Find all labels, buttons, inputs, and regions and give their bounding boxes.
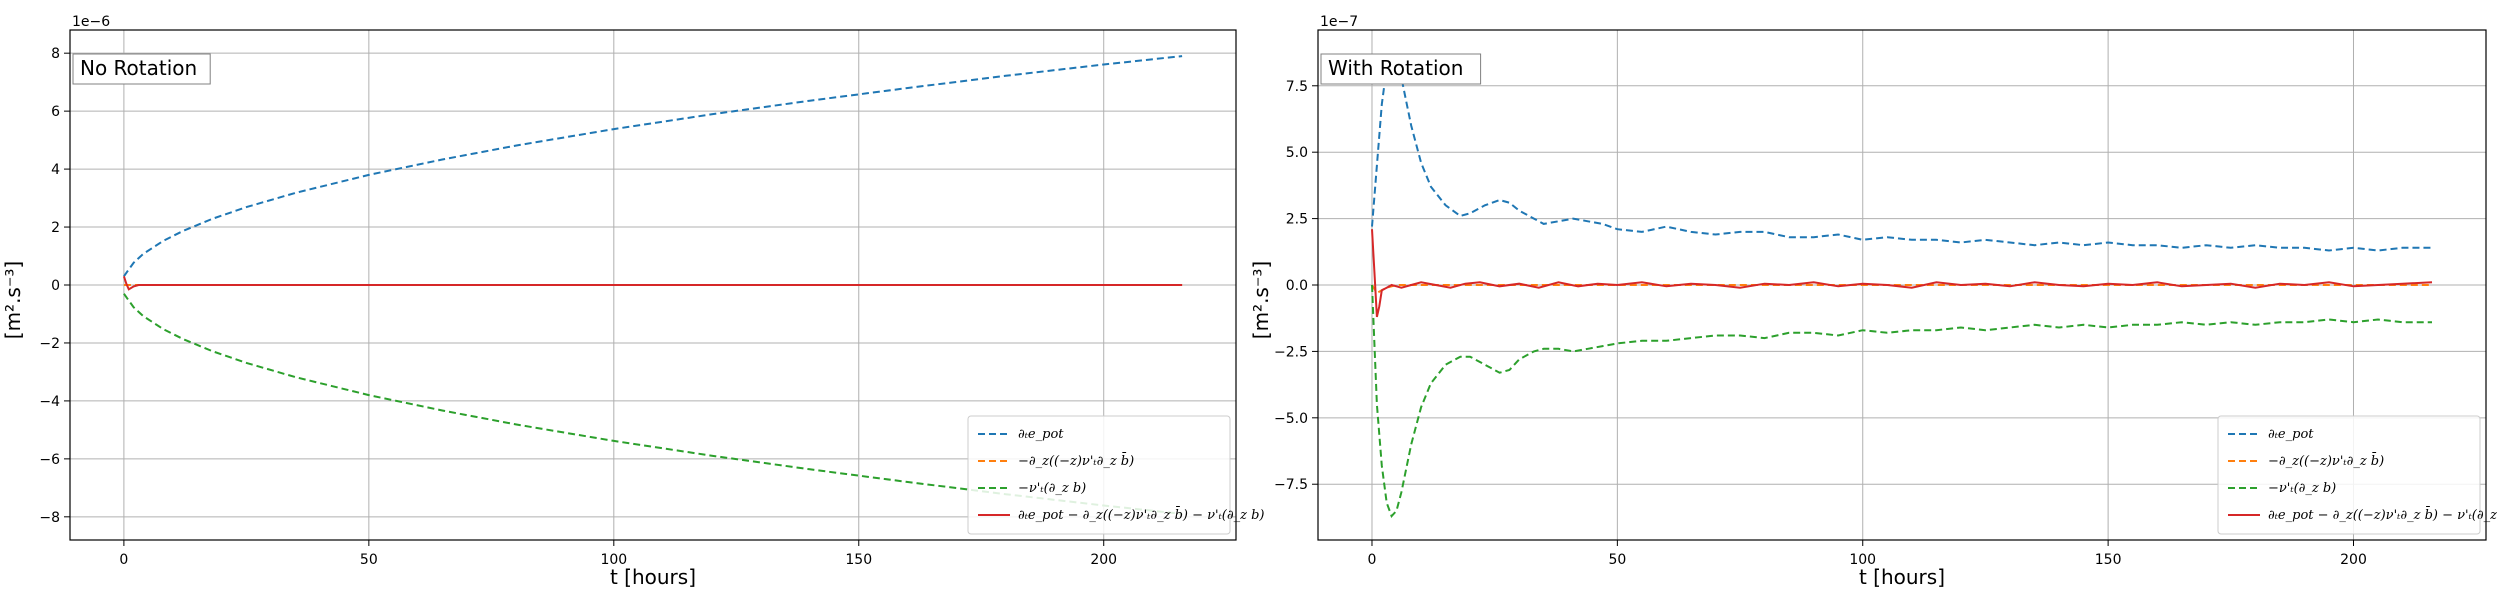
y-tick-label: −7.5 [1274, 477, 1308, 493]
y-offset-label: 1e−7 [1320, 14, 1358, 30]
annotation-frame [1320, 53, 1482, 85]
y-tick-label: 8 [51, 46, 60, 62]
legend-frame [967, 415, 1231, 535]
y-tick-label: −4 [39, 394, 60, 410]
y-tick-label: 0.0 [1286, 278, 1308, 294]
legend-label-1: −∂_z((−z)ν'ₜ∂_z b̄) [1018, 452, 1134, 469]
y-tick-label: 2 [51, 220, 60, 236]
series-line-2 [1371, 284, 2432, 518]
y-tick-label: −2 [39, 336, 60, 352]
series-line-0 [1371, 54, 2432, 252]
y-tick-label: −6 [39, 452, 60, 468]
x-tick-label: 0 [119, 552, 128, 568]
x-tick-label: 200 [2340, 552, 2367, 568]
panel-no-rotation: 0 50 100 150 200 −8 −6 −4 −2 0 2 4 6 8 1e−6 t [hours] [m… [1, 14, 1264, 589]
legend-label-2: −ν'ₜ(∂_z b) [1018, 481, 1086, 496]
x-tick-label: 0 [1368, 552, 1377, 568]
y-tick-label: 0 [51, 278, 60, 294]
legend-label-3: ∂ₜe_pot − ∂_z((−z)ν'ₜ∂_z b̄) − ν'ₜ(∂_z b… [1018, 506, 1264, 523]
y-axis-label: [m².s⁻³] [1, 261, 25, 339]
y-tick-label: 2.5 [1286, 212, 1308, 228]
y-tick-label: −5.0 [1274, 411, 1308, 427]
annotation-frame [72, 53, 211, 85]
series-line-3 [1371, 229, 2433, 318]
x-tick-label: 100 [1849, 552, 1876, 568]
annotation-text: With Rotation [1328, 56, 1463, 80]
series-line-0 [123, 55, 1183, 277]
x-tick-label: 100 [600, 552, 627, 568]
x-tick-label: 50 [360, 552, 378, 568]
series-line-3 [122, 275, 1183, 291]
legend-label-2: −ν'ₜ(∂_z b) [2268, 481, 2336, 496]
x-axis-label: t [hours] [1859, 565, 1945, 589]
x-tick-label: 150 [2095, 552, 2122, 568]
annotation-text: No Rotation [80, 56, 197, 80]
legend: ∂ₜe_pot −∂_z((−z)ν'ₜ∂_z b̄) −ν'ₜ(∂_z b) ∂ₜe… [2217, 415, 2500, 535]
y-tick-label: 4 [51, 162, 60, 178]
x-tick-label: 50 [1608, 552, 1626, 568]
legend: ∂ₜe_pot −∂_z((−z)ν'ₜ∂_z b̄) −ν'ₜ(∂_z b) ∂ₜe… [967, 415, 1264, 535]
legend-label-0: ∂ₜe_pot [2268, 427, 2314, 442]
y-offset-label: 1e−6 [72, 14, 110, 30]
legend-label-0: ∂ₜe_pot [1018, 427, 1064, 442]
legend-label-1: −∂_z((−z)ν'ₜ∂_z b̄) [2268, 452, 2384, 469]
x-axis-label: t [hours] [610, 565, 696, 589]
y-tick-label: −2.5 [1274, 344, 1308, 360]
y-tick-label: 6 [51, 104, 60, 120]
legend-label-3: ∂ₜe_pot − ∂_z((−z)ν'ₜ∂_z b̄) − ν'ₜ(∂_z b… [2268, 506, 2500, 523]
series-line-2 [123, 293, 1183, 515]
annotation-box: With Rotation [1320, 53, 1482, 85]
y-axis-label: [m².s⁻³] [1249, 261, 1273, 339]
x-tick-label: 200 [1090, 552, 1117, 568]
y-tick-label: 5.0 [1286, 145, 1308, 161]
legend-frame [2217, 415, 2481, 535]
y-tick-label: 7.5 [1286, 79, 1308, 95]
x-tick-label: 150 [845, 552, 872, 568]
y-tick-label: −8 [39, 510, 60, 526]
annotation-box: No Rotation [72, 53, 211, 85]
panel-with-rotation: 0 50 100 150 200 −7.5 −5.0 −2.5 0.0 2.5 5.0 7.5 1e−7… [1249, 14, 2500, 589]
